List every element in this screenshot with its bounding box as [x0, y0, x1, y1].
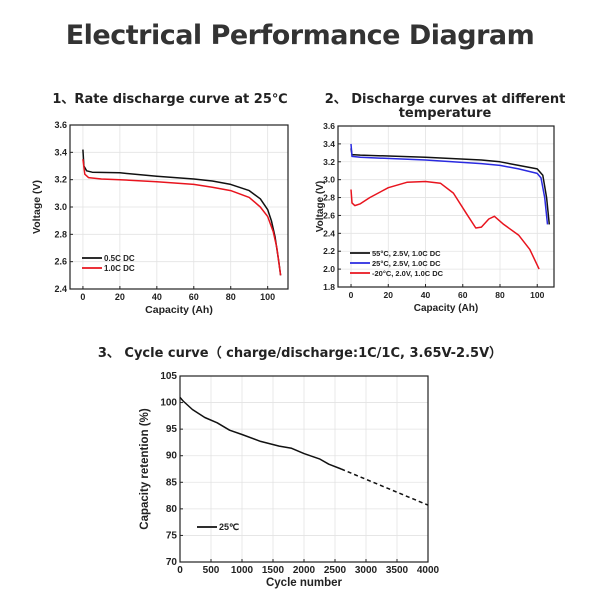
chart-1-title: 1、Rate discharge curve at 25℃ [52, 92, 288, 107]
y-tick-label: 95 [166, 424, 178, 435]
y-tick-label: 105 [160, 371, 177, 382]
y-tick-label: 2.0 [323, 264, 335, 274]
x-tick-label: 4000 [417, 565, 440, 576]
x-tick-label: 40 [421, 290, 431, 300]
x-tick-label: 3500 [386, 565, 409, 576]
y-tick-label: 100 [160, 398, 177, 409]
chart-2-title: 2、 Discharge curves at different tempera… [324, 92, 566, 121]
legend-label: -20°C, 2.0V, 1.0C DC [372, 269, 444, 278]
page-title: Electrical Performance Diagram [65, 20, 535, 51]
y-tick-label: 3.0 [323, 175, 335, 185]
x-tick-label: 1000 [231, 565, 254, 576]
series-line-3 [350, 180, 540, 270]
x-tick-label: 2500 [324, 565, 347, 576]
y-tick-label: 90 [166, 451, 178, 462]
y-tick-label: 3.4 [54, 147, 67, 157]
y-tick-label: 3.0 [54, 202, 67, 212]
y-tick-label: 3.6 [54, 120, 67, 130]
y-tick-label: 2.6 [54, 257, 67, 267]
x-tick-label: 2000 [293, 565, 316, 576]
series-line-1 [350, 148, 551, 225]
y-axis-label: Voltage (V) [31, 180, 43, 234]
y-axis-label: Capacity retention (%) [139, 408, 151, 530]
series-line-2 [340, 468, 429, 506]
y-tick-label: 2.4 [323, 228, 335, 238]
series-line-2 [350, 143, 549, 225]
plot-frame [179, 375, 429, 563]
x-tick-label: 0 [80, 292, 85, 302]
series-line-1 [82, 149, 282, 276]
y-tick-label: 75 [166, 530, 178, 541]
y-tick-label: 85 [166, 477, 178, 488]
plot-frame [337, 125, 555, 288]
x-tick-label: 100 [260, 292, 275, 302]
x-tick-label: 20 [115, 292, 125, 302]
legend-label: 55°C, 2.5V, 1.0C DC [372, 249, 441, 258]
plot-frame [69, 124, 289, 290]
chart-3-title: 3、 Cycle curve（ charge/discharge:1C/1C, … [97, 346, 503, 361]
y-tick-label: 3.4 [323, 139, 335, 149]
y-tick-label: 70 [166, 557, 178, 568]
y-tick-label: 3.6 [323, 121, 335, 131]
x-tick-label: 100 [530, 290, 544, 300]
y-tick-label: 1.8 [323, 282, 335, 292]
chart-2: 0 20 40 60 80 100 1.8 2.0 2.2 2.4 2.6 2.8 3.0 3.2 3.4 3… [315, 121, 555, 314]
series-line-1 [179, 396, 342, 470]
x-tick-label: 20 [384, 290, 394, 300]
y-tick-label: 3.2 [323, 157, 335, 167]
x-tick-label: 80 [226, 292, 236, 302]
x-tick-label: 0 [349, 290, 354, 300]
x-tick-label: 60 [189, 292, 199, 302]
legend-label: 1.0C DC [104, 264, 135, 273]
y-axis-label: Voltage (V) [315, 181, 326, 232]
x-tick-label: 3000 [355, 565, 378, 576]
y-tick-label: 2.2 [323, 246, 335, 256]
x-tick-label: 1500 [262, 565, 285, 576]
chart-3: 0 500 1000 1500 2000 2500 3000 3500 4000 70 75 80 85… [139, 371, 440, 589]
x-tick-label: 40 [152, 292, 162, 302]
series-line-2 [82, 159, 282, 276]
x-axis-label: Capacity (Ah) [414, 303, 478, 314]
x-axis-label: Cycle number [266, 577, 343, 589]
x-tick-label: 60 [458, 290, 468, 300]
y-tick-label: 2.8 [54, 229, 67, 239]
y-tick-label: 3.2 [54, 175, 67, 185]
x-tick-label: 80 [495, 290, 505, 300]
x-axis-label: Capacity (Ah) [145, 304, 213, 316]
x-tick-label: 0 [177, 565, 183, 576]
y-tick-label: 80 [166, 504, 178, 515]
y-tick-label: 2.8 [323, 193, 335, 203]
legend-label: 0.5C DC [104, 254, 135, 263]
y-tick-label: 2.4 [54, 284, 67, 294]
chart-1: 0 20 40 60 80 100 2.4 2.6 2.8 3.0 3.2 3.4 3.6 Capacit… [31, 120, 289, 316]
x-tick-label: 500 [203, 565, 220, 576]
legend-label: 25℃ [219, 522, 239, 532]
legend-label: 25°C, 2.5V, 1.0C DC [372, 259, 441, 268]
y-tick-label: 2.6 [323, 210, 335, 220]
